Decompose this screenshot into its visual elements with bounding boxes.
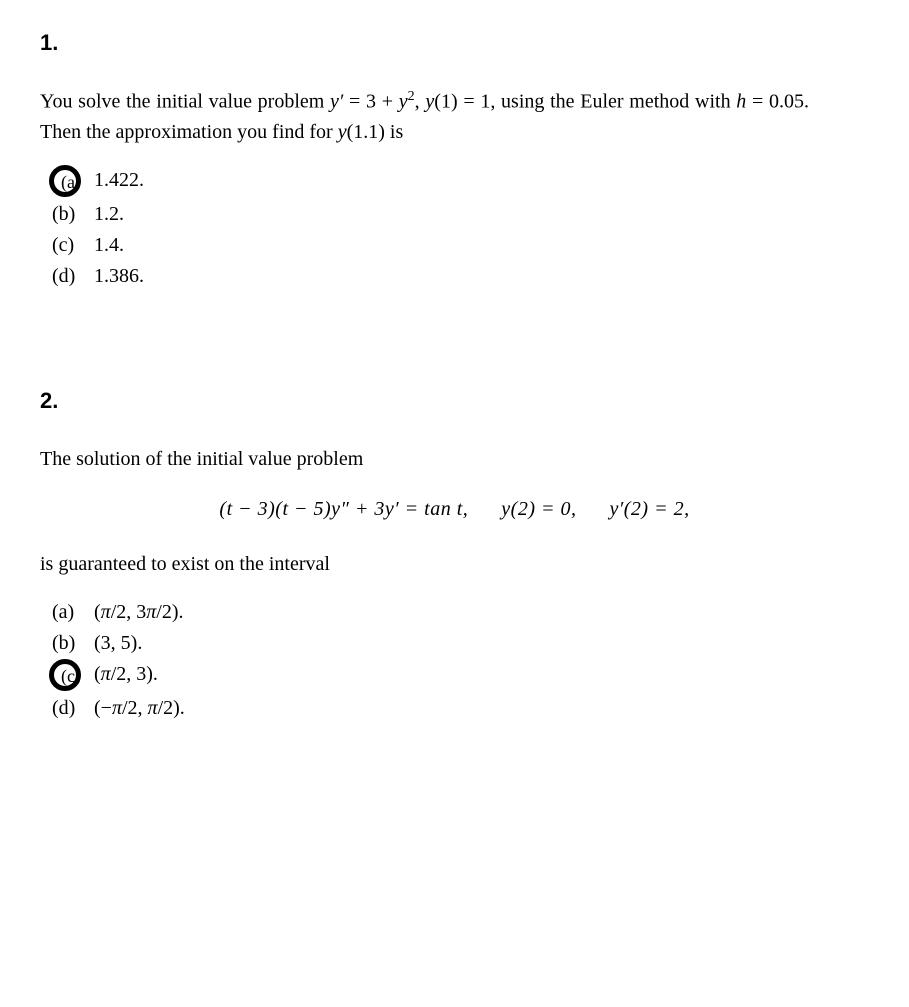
q1-option-b-text: 1.2. xyxy=(90,203,124,226)
q2-option-c-label: (c) xyxy=(52,663,90,689)
q1-option-a-text: 1.422. xyxy=(90,169,144,192)
q2-option-b-text: (3, 5). xyxy=(90,632,142,655)
q1-option-a[interactable]: (a) 1.422. xyxy=(52,169,869,195)
q2-option-a-text: (π/2, 3π/2). xyxy=(90,601,184,624)
q1-option-d-text: 1.386. xyxy=(90,265,144,288)
q1-option-a-label: (a) xyxy=(52,169,90,195)
q2-option-b-label: (b) xyxy=(52,632,90,655)
q1-option-b-label: (b) xyxy=(52,203,90,226)
q2-option-d-label: (d) xyxy=(52,697,90,720)
q2-number: 2. xyxy=(40,388,869,414)
q1-number: 1. xyxy=(40,30,869,56)
q2-intro: The solution of the initial value proble… xyxy=(40,444,869,474)
q2-option-a-label: (a) xyxy=(52,601,90,624)
q1-option-d-label: (d) xyxy=(52,265,90,288)
q1-text: You solve the initial value problem y′ =… xyxy=(40,86,869,147)
q2-outro: is guaranteed to exist on the interval xyxy=(40,549,869,579)
q2-option-c-text: (π/2, 3). xyxy=(90,663,158,686)
q2-equation: (t − 3)(t − 5)y″ + 3y′ = tan t, y(2) = 0… xyxy=(40,498,869,521)
q1-options: (a) 1.422. (b) 1.2. (c) 1.4. (d) 1.386. xyxy=(40,169,869,288)
q1-option-c-label: (c) xyxy=(52,234,90,257)
question-2: 2. The solution of the initial value pro… xyxy=(40,388,869,720)
q1-option-b[interactable]: (b) 1.2. xyxy=(52,203,869,226)
q2-option-b[interactable]: (b) (3, 5). xyxy=(52,632,869,655)
q2-option-a[interactable]: (a) (π/2, 3π/2). xyxy=(52,601,869,624)
q2-options: (a) (π/2, 3π/2). (b) (3, 5). (c) (π/2, 3… xyxy=(40,601,869,720)
q2-option-d-text: (−π/2, π/2). xyxy=(90,697,185,720)
q1-option-d[interactable]: (d) 1.386. xyxy=(52,265,869,288)
q1-option-c[interactable]: (c) 1.4. xyxy=(52,234,869,257)
question-1: 1. You solve the initial value problem y… xyxy=(40,30,869,288)
q2-option-d[interactable]: (d) (−π/2, π/2). xyxy=(52,697,869,720)
q2-option-c[interactable]: (c) (π/2, 3). xyxy=(52,663,869,689)
q1-option-c-text: 1.4. xyxy=(90,234,124,257)
